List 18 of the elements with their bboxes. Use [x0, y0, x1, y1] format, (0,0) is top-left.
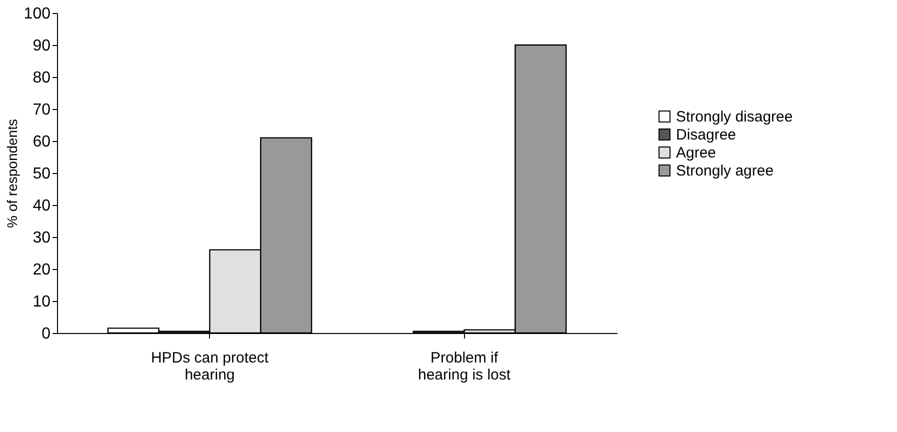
x-tick-label: HPDs can protect hearing [150, 350, 270, 384]
legend-label: Agree [676, 144, 716, 162]
x-tick-label: Problem if hearing is lost [418, 350, 512, 384]
y-tick-label: 50 [32, 166, 51, 182]
y-tick-label: 100 [24, 6, 51, 22]
y-tick-label: 40 [32, 198, 51, 214]
y-tick-label: 80 [32, 70, 51, 86]
y-tick-label: 90 [32, 38, 51, 54]
legend-label: Strongly agree [676, 162, 774, 180]
y-tick-label: 70 [32, 102, 51, 118]
y-axis-title: % of respondents [4, 119, 20, 228]
y-tick-label: 10 [32, 294, 51, 310]
y-tick-label: 60 [32, 134, 51, 150]
y-tick-label: 0 [42, 326, 51, 342]
y-tick-label: 30 [32, 230, 51, 246]
legend-label: Disagree [676, 126, 736, 144]
legend-label: Strongly disagree [676, 108, 793, 126]
y-tick-label: 20 [32, 262, 51, 278]
